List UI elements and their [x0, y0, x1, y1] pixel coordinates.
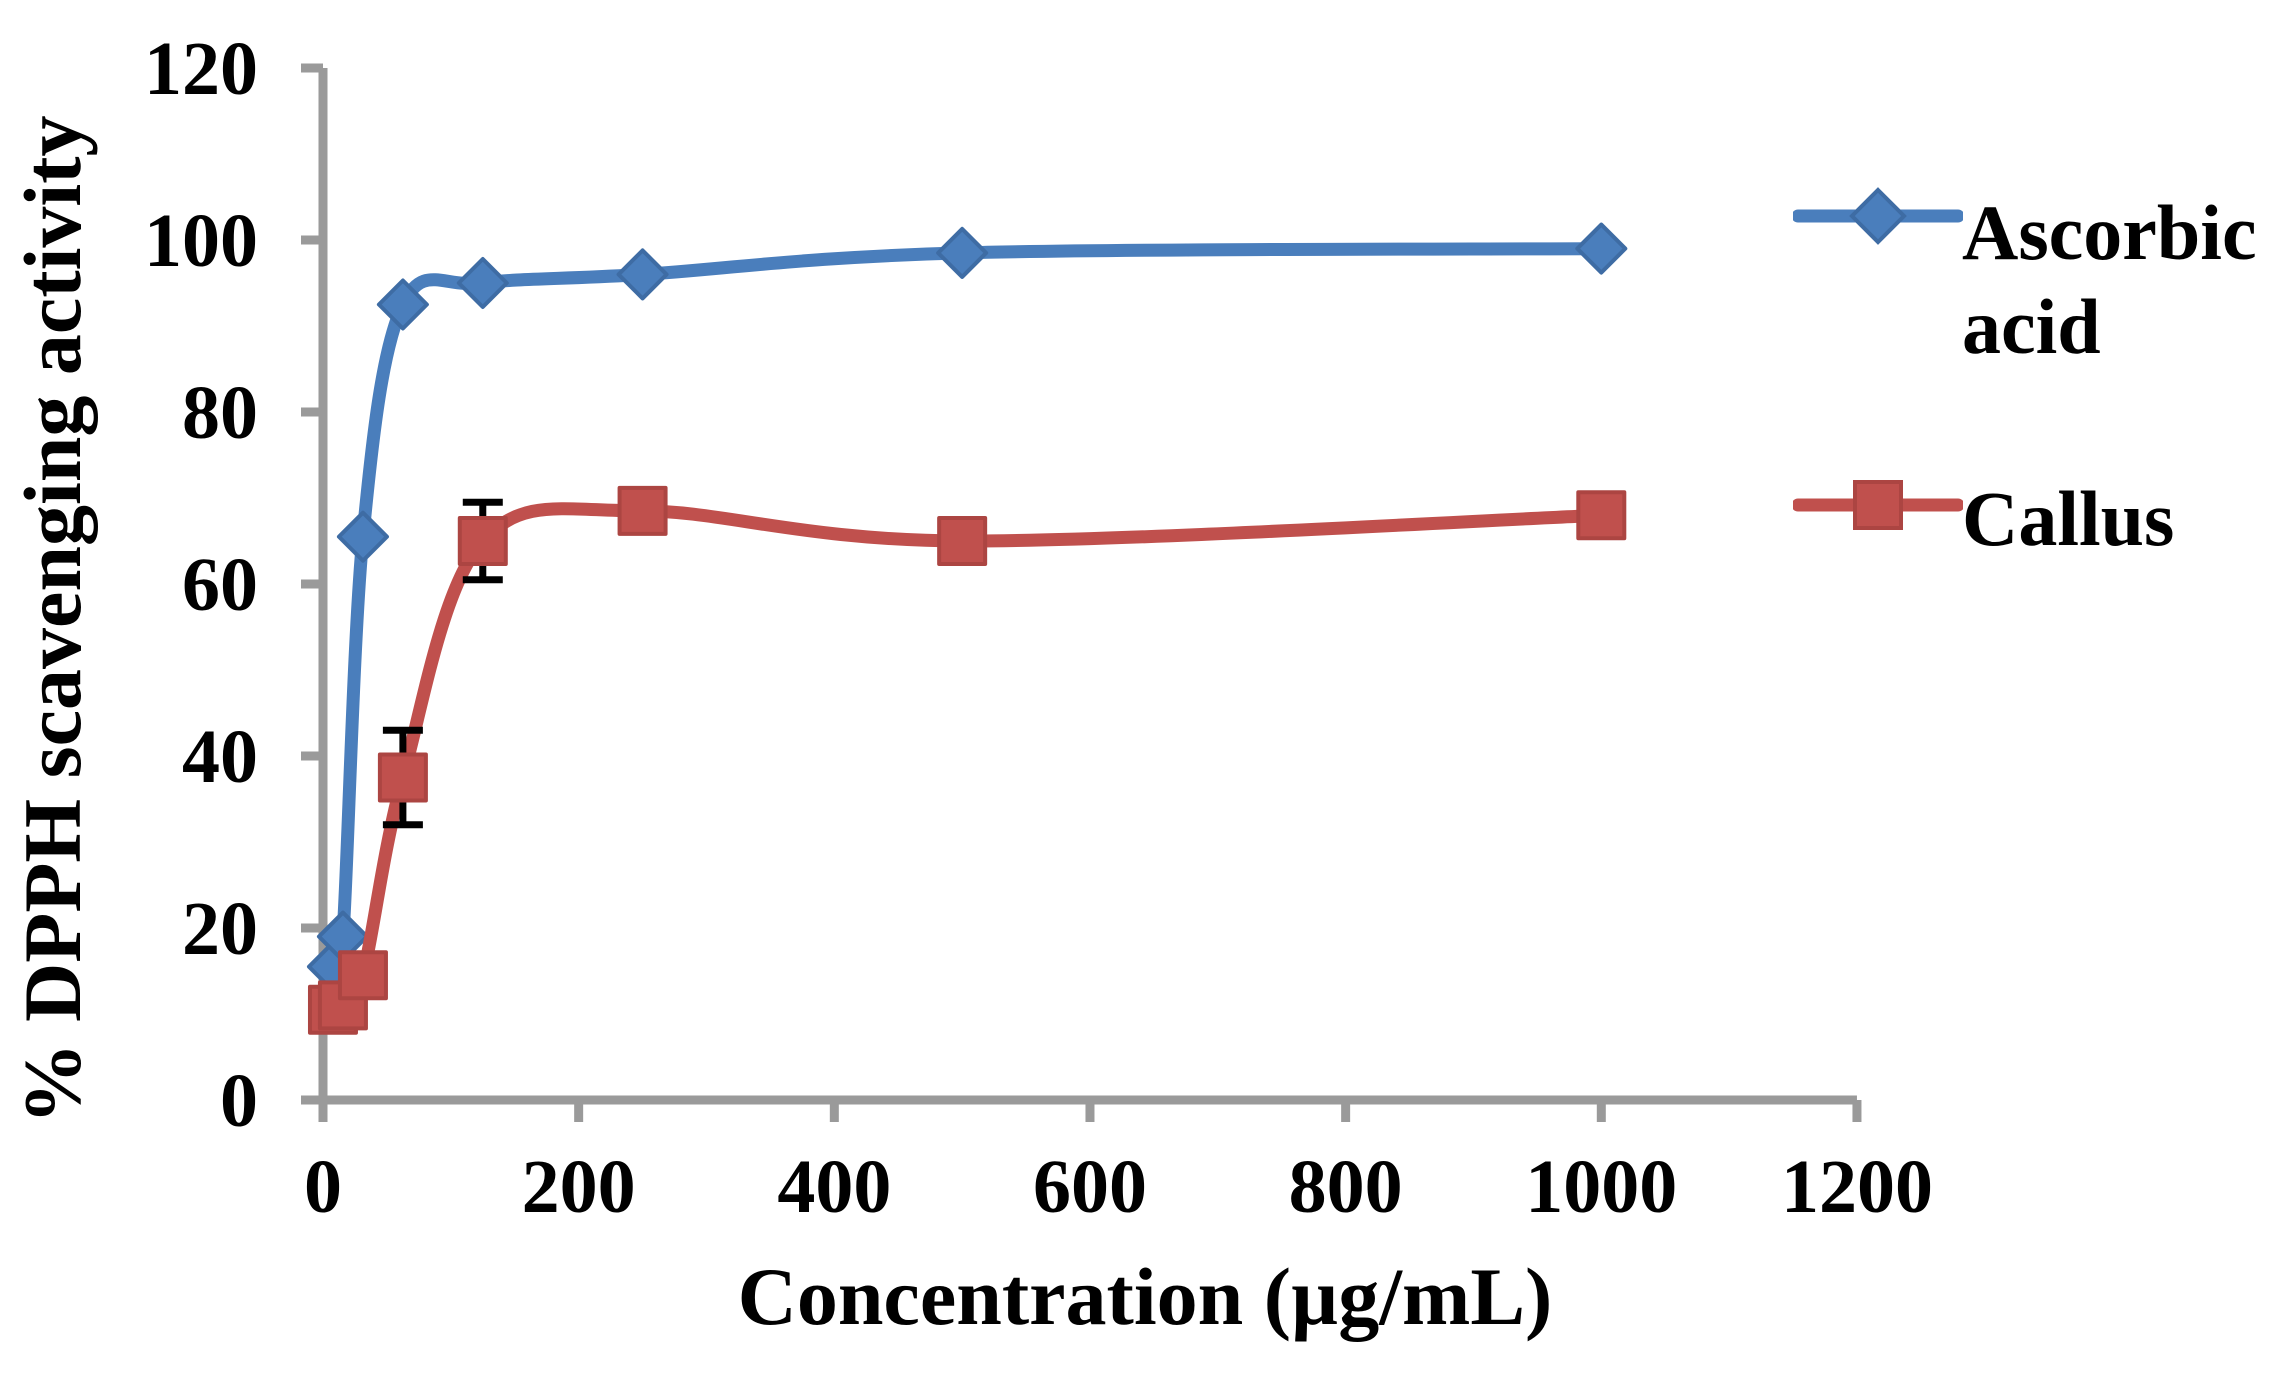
x-tick-label: 600: [1033, 1145, 1147, 1229]
y-tick-label: 20: [182, 887, 258, 971]
y-tick-label: 40: [182, 715, 258, 799]
x-tick-label: 800: [1289, 1145, 1403, 1229]
marker-callus: [617, 485, 668, 536]
marker-ascorbic-acid: [616, 248, 669, 301]
marker-ascorbic-acid: [1575, 222, 1628, 275]
marker-callus: [337, 950, 388, 1001]
x-tick-label: 200: [522, 1145, 636, 1229]
marker-callus: [377, 752, 428, 803]
marker-ascorbic-acid: [336, 510, 389, 563]
y-tick-label: 80: [182, 371, 258, 455]
marker-callus: [457, 516, 508, 566]
series-line-callus: [326, 502, 1608, 1017]
y-tick-label: 0: [220, 1059, 258, 1143]
legend-shape-callus: [1853, 480, 1903, 530]
marker-ascorbic-acid: [456, 257, 509, 309]
legend-marker-ascorbic-acid: [1793, 187, 1963, 245]
legend-shape-ascorbic-acid: [1849, 187, 1907, 245]
marker-callus: [937, 516, 988, 566]
marker-ascorbic-acid: [936, 226, 989, 279]
x-tick-label: 400: [777, 1145, 891, 1229]
marker-ascorbic-acid: [376, 278, 429, 331]
x-tick-label: 1200: [1781, 1145, 1933, 1229]
series-line-ascorbic-acid: [326, 242, 1608, 984]
x-tick-label: 0: [304, 1145, 342, 1229]
y-tick-label: 100: [144, 199, 258, 283]
legend-label-callus: Callus: [1962, 475, 2175, 562]
x-tick-label: 1000: [1525, 1145, 1677, 1229]
y-axis-title: % DPPH scavenging activity: [7, 115, 98, 1125]
legend-marker-callus: [1793, 480, 1963, 530]
y-tick-label: 60: [182, 543, 258, 627]
x-axis-title: Concentration (µg/mL): [737, 1251, 1553, 1342]
marker-callus: [1576, 490, 1627, 541]
y-tick-label: 120: [144, 27, 258, 111]
legend-label-ascorbic-acid: Ascorbic acid: [1962, 189, 2257, 370]
